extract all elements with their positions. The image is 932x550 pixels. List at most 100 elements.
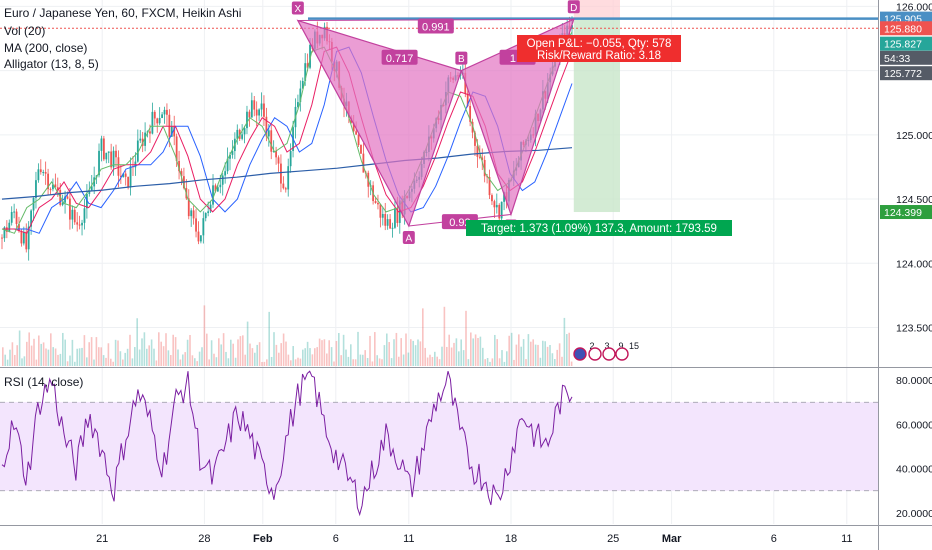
volume-bar — [381, 359, 383, 366]
candle-body — [25, 231, 28, 250]
volume-bar — [357, 331, 359, 366]
pattern-point-label: B — [458, 54, 465, 65]
volume-bar — [287, 354, 290, 366]
candle-body — [100, 138, 103, 151]
volume-bar — [30, 345, 33, 366]
candle-body — [481, 157, 484, 160]
pattern-point-badge — [291, 1, 304, 15]
time-tick-label: Feb — [253, 533, 273, 545]
volume-bar — [275, 344, 278, 366]
candle-body — [163, 109, 166, 115]
volume-bar — [57, 354, 59, 366]
candle-body — [98, 150, 100, 176]
volume-bar — [153, 348, 155, 366]
candle-body — [503, 192, 505, 202]
volume-bar — [126, 348, 129, 366]
candle-body — [226, 158, 229, 172]
volume-bar — [131, 358, 134, 366]
price-tag-label: 125.880 — [884, 23, 922, 35]
volume-bar — [237, 339, 239, 366]
candle-body — [267, 130, 270, 137]
volume-bar — [50, 333, 52, 366]
volume-bar — [347, 356, 350, 366]
volume-bar — [318, 338, 321, 366]
volume-bar — [395, 332, 398, 366]
volume-bar — [203, 305, 206, 366]
candle-body — [301, 80, 304, 89]
alligator-legend[interactable]: Alligator (13, 8, 5) — [4, 57, 99, 71]
volume-bar — [496, 339, 498, 366]
volume-bar — [563, 317, 566, 366]
rsi-legend[interactable]: RSI (14, close) — [4, 375, 84, 389]
stop-zone — [573, 0, 620, 19]
volume-bar — [333, 361, 335, 366]
candle-body — [54, 184, 57, 188]
volume-bar — [107, 343, 110, 366]
price-tick-label: 123.500 — [896, 322, 932, 334]
candle-body — [90, 186, 93, 191]
symbol-legend[interactable]: Euro / Japanese Yen, 60, FXCM, Heikin As… — [4, 6, 242, 20]
volume-bar — [18, 330, 21, 366]
candle-body — [500, 201, 503, 219]
target-text: Target: 1.373 (1.09%) 137.3, Amount: 179… — [481, 223, 717, 235]
time-tick-label: 21 — [96, 533, 108, 545]
volume-bar — [74, 361, 76, 366]
volume-bar — [350, 344, 352, 366]
volume-bar — [196, 361, 198, 366]
candle-body — [22, 231, 25, 244]
candle-body — [253, 100, 256, 110]
candle-body — [243, 128, 246, 135]
candle-body — [144, 132, 147, 146]
volume-bar — [6, 359, 9, 366]
volume-bar — [134, 347, 136, 366]
candle-body — [39, 169, 42, 173]
volume-bar — [390, 358, 393, 366]
candle-body — [15, 211, 18, 225]
volume-bar — [558, 343, 561, 366]
candle-body — [18, 224, 20, 232]
volume-bar — [258, 342, 261, 366]
candle-body — [202, 218, 205, 236]
candle-body — [360, 144, 362, 154]
candle-body — [170, 126, 173, 137]
price-tag-label: 54:33 — [884, 53, 910, 65]
candle-body — [571, 25, 573, 29]
volume-bar — [246, 321, 249, 366]
pattern-point-badge — [567, 0, 580, 14]
candle-body — [491, 195, 493, 202]
volume-bar — [299, 358, 302, 366]
volume-legend[interactable]: Vol (20) — [4, 24, 46, 38]
candle-body — [192, 210, 195, 219]
candle-body — [166, 109, 168, 115]
candle-body — [362, 153, 365, 173]
volume-bar — [484, 359, 486, 366]
time-tick-label: Mar — [662, 533, 682, 545]
volume-bar — [150, 339, 153, 366]
volume-bar — [90, 337, 93, 366]
ma-legend[interactable]: MA (200, close) — [4, 41, 88, 55]
volume-bar — [59, 353, 62, 366]
volume-bar — [2, 347, 4, 366]
volume-bar — [160, 341, 162, 366]
volume-bar — [321, 340, 323, 366]
volume-bar — [306, 341, 309, 366]
volume-bar — [122, 359, 124, 366]
volume-bar — [232, 343, 234, 366]
time-tick-label: 6 — [771, 533, 777, 545]
candle-body — [136, 140, 139, 162]
candle-body — [27, 226, 30, 250]
volume-bar — [398, 356, 400, 366]
price-tag-box — [880, 21, 932, 36]
candle-body — [158, 117, 161, 124]
volume-bar — [54, 348, 57, 366]
candle-body — [207, 211, 210, 214]
volume-bar — [297, 357, 299, 366]
price-tick-label: 125.000 — [896, 130, 932, 142]
volume-bar — [414, 345, 417, 366]
volume-bar — [354, 359, 357, 366]
price-tag-label: 125.772 — [884, 68, 922, 80]
volume-bar — [508, 335, 510, 366]
ratio-badge — [417, 18, 454, 34]
volume-bar — [273, 332, 275, 366]
